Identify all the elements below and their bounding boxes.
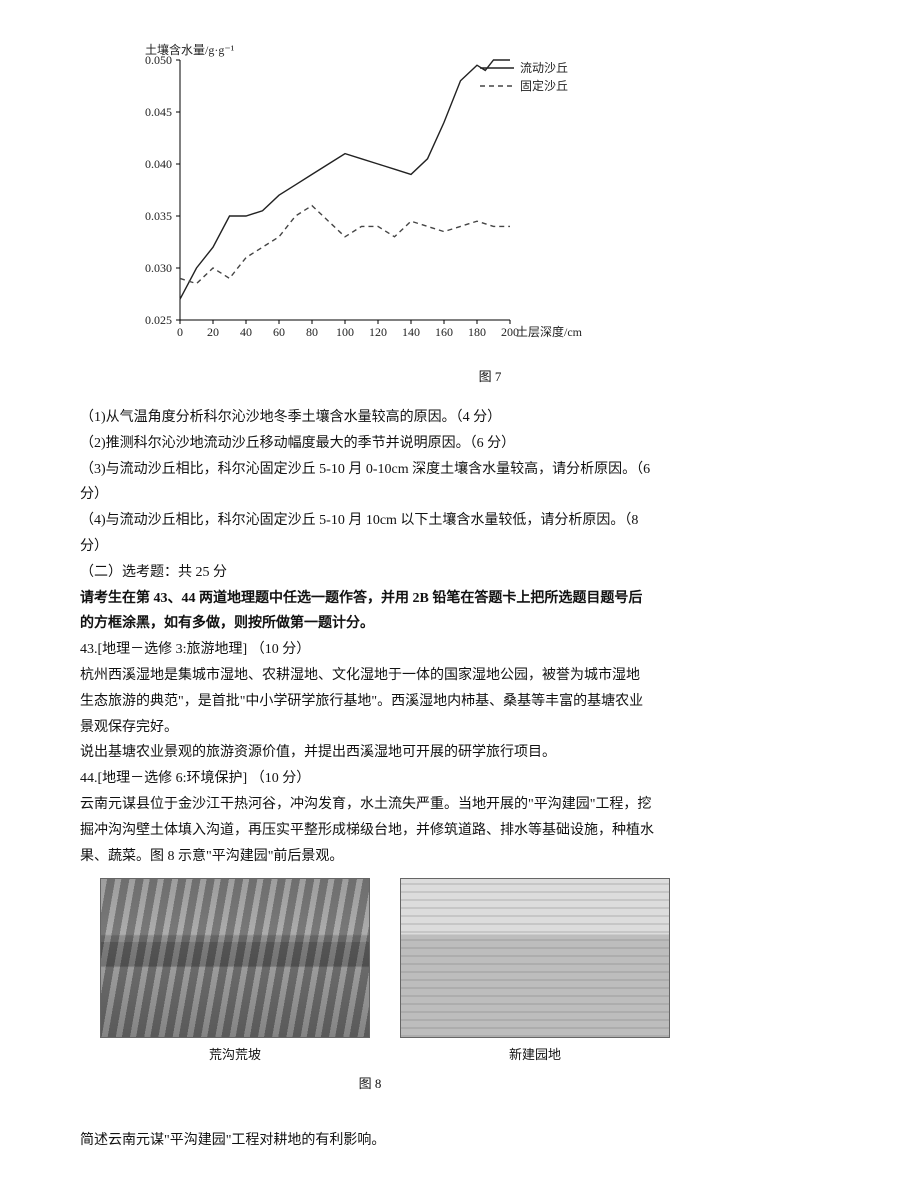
question-44-p3: 果、蔬菜。图 8 示意"平沟建园"前后景观。 — [80, 845, 860, 869]
svg-text:0.040: 0.040 — [145, 157, 172, 171]
question-43-p2: 生态旅游的典范"，是首批"中小学研学旅行基地"。西溪湿地内柿基、桑基等丰富的基塘… — [80, 690, 860, 714]
question-4-line2: 分） — [80, 535, 860, 559]
svg-text:20: 20 — [207, 325, 219, 339]
question-3-line1: （3)与流动沙丘相比，科尔沁固定沙丘 5-10 月 0-10cm 深度土壤含水量… — [80, 458, 860, 482]
section-2-instruction-1: 请考生在第 43、44 两道地理题中任选一题作答，并用 2B 铅笔在答题卡上把所… — [80, 587, 860, 611]
photo-after-caption: 新建园地 — [509, 1044, 561, 1066]
photo-before-texture — [101, 879, 369, 1037]
question-44-p1: 云南元谋县位于金沙江干热河谷，冲沟发育，水土流失严重。当地开展的"平沟建园"工程… — [80, 793, 860, 817]
spacer — [80, 1113, 860, 1127]
svg-text:土壤含水量/g·g⁻¹: 土壤含水量/g·g⁻¹ — [145, 42, 235, 57]
question-43-head: 43.[地理－选修 3:旅游地理] （10 分） — [80, 638, 860, 662]
photo-after-texture — [401, 879, 669, 1037]
svg-text:120: 120 — [369, 325, 387, 339]
figure-7: 0.0250.0300.0350.0400.0450.0500204060801… — [120, 40, 860, 388]
svg-text:流动沙丘: 流动沙丘 — [520, 61, 568, 75]
figure-8-caption: 图 8 — [0, 1073, 860, 1095]
svg-text:0.025: 0.025 — [145, 313, 172, 327]
section-2-title: （二）选考题：共 25 分 — [80, 561, 860, 585]
svg-text:0.045: 0.045 — [145, 105, 172, 119]
figure-7-caption: 图 7 — [120, 366, 860, 388]
svg-text:60: 60 — [273, 325, 285, 339]
svg-text:固定沙丘: 固定沙丘 — [520, 78, 568, 93]
svg-text:0.035: 0.035 — [145, 209, 172, 223]
svg-text:160: 160 — [435, 325, 453, 339]
photo-before-caption: 荒沟荒坡 — [209, 1044, 261, 1066]
svg-text:180: 180 — [468, 325, 486, 339]
question-44-head: 44.[地理－选修 6:环境保护] （10 分） — [80, 767, 860, 791]
photo-left-col: 荒沟荒坡 — [100, 878, 370, 1066]
question-43-p3: 景观保存完好。 — [80, 716, 860, 740]
question-43-p4: 说出基塘农业景观的旅游资源价值，并提出西溪湿地可开展的研学旅行项目。 — [80, 741, 860, 765]
svg-text:土层深度/cm: 土层深度/cm — [516, 324, 583, 339]
question-3-line2: 分） — [80, 483, 860, 507]
section-2-instruction-2: 的方框涂黑，如有多做，则按所做第一题计分。 — [80, 612, 860, 636]
photo-right-col: 新建园地 — [400, 878, 670, 1066]
svg-text:140: 140 — [402, 325, 420, 339]
svg-text:40: 40 — [240, 325, 252, 339]
photo-after — [400, 878, 670, 1038]
photo-before — [100, 878, 370, 1038]
question-4-line1: （4)与流动沙丘相比，科尔沁固定沙丘 5-10 月 10cm 以下土壤含水量较低… — [80, 509, 860, 533]
svg-text:80: 80 — [306, 325, 318, 339]
question-1: （1)从气温角度分析科尔沁沙地冬季土壤含水量较高的原因。（4 分） — [80, 406, 860, 430]
svg-text:100: 100 — [336, 325, 354, 339]
svg-text:0.030: 0.030 — [145, 261, 172, 275]
final-question: 简述云南元谋"平沟建园"工程对耕地的有利影响。 — [80, 1129, 860, 1153]
figure-8: 荒沟荒坡 新建园地 — [100, 878, 860, 1066]
question-2: （2)推测科尔沁沙地流动沙丘移动幅度最大的季节并说明原因。（6 分） — [80, 432, 860, 456]
question-44-p2: 掘冲沟沟壁土体填入沟道，再压实平整形成梯级台地，并修筑道路、排水等基础设施，种植… — [80, 819, 860, 843]
question-43-p1: 杭州西溪湿地是集城市湿地、农耕湿地、文化湿地于一体的国家湿地公园，被誉为城市湿地 — [80, 664, 860, 688]
svg-text:0: 0 — [177, 325, 183, 339]
soil-moisture-chart: 0.0250.0300.0350.0400.0450.0500204060801… — [120, 40, 620, 360]
